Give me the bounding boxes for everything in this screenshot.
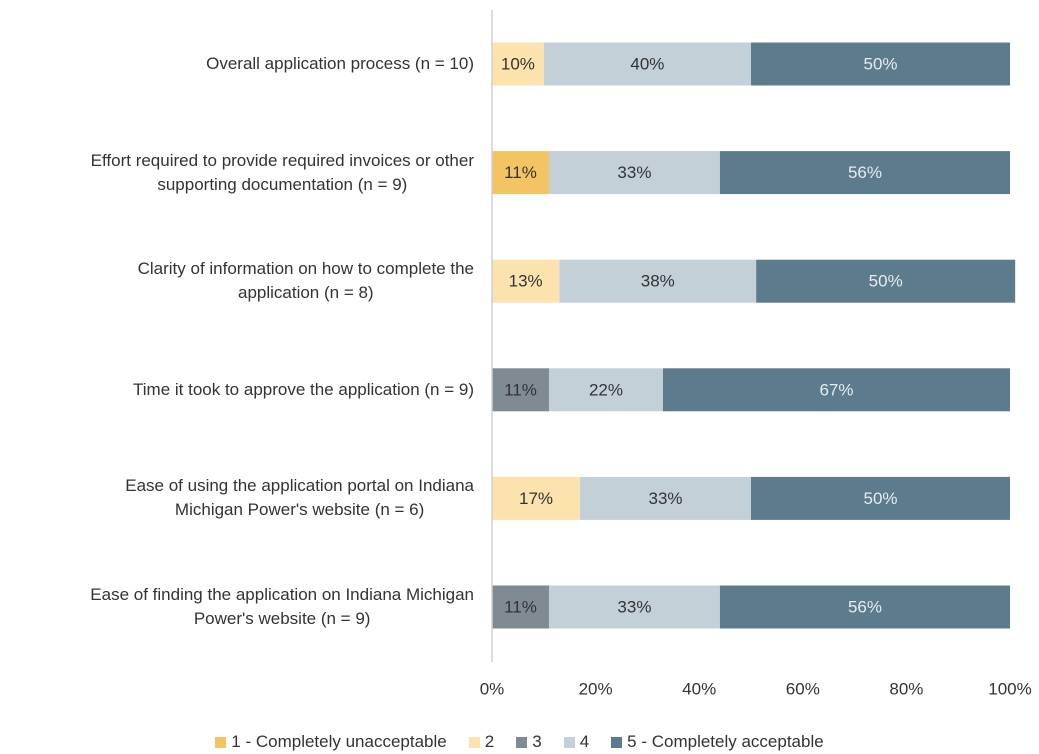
- bar-segment: [492, 476, 581, 520]
- value-label: 40%: [630, 54, 664, 73]
- value-label: 17%: [519, 489, 553, 508]
- category-label: Ease of using the application portal on …: [125, 476, 474, 520]
- x-tick-label: 80%: [889, 679, 923, 698]
- bar-segment: [492, 368, 549, 412]
- x-tick-label: 20%: [579, 679, 613, 698]
- value-label: 56%: [848, 163, 882, 182]
- legend-swatch: [468, 736, 480, 748]
- value-label: 10%: [501, 54, 535, 73]
- legend-swatch: [215, 736, 227, 748]
- value-label: 67%: [819, 380, 853, 399]
- bar-segment: [719, 585, 1010, 629]
- legend-item: 2: [468, 732, 495, 752]
- value-label: 22%: [589, 380, 623, 399]
- bar-segment: [548, 585, 720, 629]
- legend-swatch: [516, 736, 528, 748]
- category-label: Clarity of information on how to complet…: [137, 259, 474, 303]
- legend: 1 - Completely unacceptable 2 3 4 5 - Comple…: [0, 732, 1039, 752]
- x-tick-label: 100%: [988, 679, 1031, 698]
- legend-label: 5 - Completely acceptable: [627, 732, 824, 751]
- bar-segment: [492, 585, 549, 629]
- value-label: 56%: [848, 597, 882, 616]
- category-label: Time it took to approve the application …: [133, 379, 474, 399]
- bar-segment: [492, 259, 560, 303]
- legend-label: 4: [579, 732, 590, 751]
- x-tick-label: 40%: [682, 679, 716, 698]
- bar-segment: [559, 259, 757, 303]
- legend-item: 4: [563, 732, 590, 752]
- value-label: 13%: [509, 272, 543, 291]
- bar-segment: [492, 42, 544, 86]
- bar-segment: [580, 476, 751, 520]
- bar-segment: [492, 151, 549, 195]
- legend-swatch: [611, 736, 623, 748]
- legend-swatch: [563, 736, 575, 748]
- bar-segment: [548, 368, 663, 412]
- value-label: 33%: [617, 163, 651, 182]
- value-label: 38%: [641, 272, 675, 291]
- bar-segment: [662, 368, 1010, 412]
- value-label: 50%: [863, 54, 897, 73]
- value-label: 11%: [504, 380, 537, 399]
- x-tick-label: 0%: [480, 679, 505, 698]
- category-label: Ease of finding the application on India…: [90, 585, 474, 628]
- legend-label: 3: [532, 732, 542, 751]
- value-label: 33%: [617, 597, 651, 616]
- category-label: Effort required to provide required invo…: [90, 150, 474, 194]
- legend-label: 1 - Completely unacceptable: [231, 732, 447, 751]
- bar-segment: [751, 476, 1010, 520]
- legend-item: 3: [516, 732, 542, 752]
- category-label: Overall application process (n = 10): [206, 54, 474, 73]
- bar-segment: [543, 42, 751, 86]
- value-label: 11%: [504, 597, 537, 616]
- value-label: 33%: [649, 489, 683, 508]
- bar-segment: [719, 151, 1010, 195]
- bar-segment: [751, 42, 1010, 86]
- value-label: 50%: [863, 489, 897, 508]
- legend-item: 1 - Completely unacceptable: [215, 732, 447, 752]
- legend-item: 5 - Completely acceptable: [611, 732, 824, 752]
- bar-segment: [548, 151, 720, 195]
- value-label: 11%: [504, 163, 537, 182]
- value-label: 50%: [869, 272, 903, 291]
- bar-segment: [756, 259, 1016, 303]
- legend-label: 2: [484, 732, 495, 751]
- x-tick-label: 60%: [786, 679, 820, 698]
